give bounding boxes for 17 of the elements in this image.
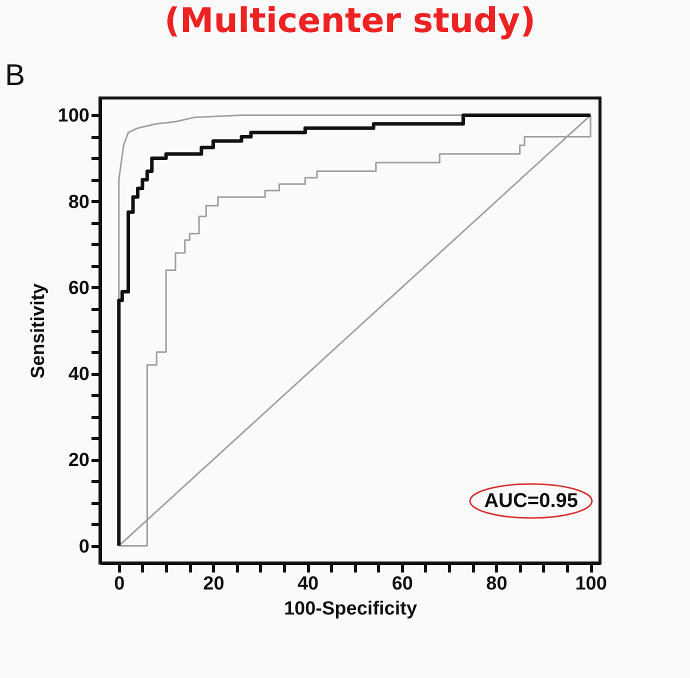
text: B — [5, 59, 26, 92]
y-tick-label: 80 — [68, 192, 90, 213]
annotation: AUC=0.95 — [484, 490, 578, 512]
x-tick-label: 80 — [486, 574, 508, 594]
x-axis-title: 100-Specificity — [284, 598, 418, 620]
y-tick-label: 60 — [68, 278, 90, 299]
x-tick-label: 60 — [392, 574, 413, 594]
y-tick-label: 100 — [58, 106, 90, 127]
y-tick-label: 40 — [68, 364, 90, 386]
chart-title: (Multicenter study) — [164, 1, 536, 41]
y-tick-label: 0 — [78, 536, 90, 558]
x-tick-label: 0 — [114, 574, 125, 594]
x-tick-label: 40 — [297, 574, 319, 594]
y-tick-label: 20 — [68, 450, 90, 472]
x-tick-label: 20 — [203, 574, 224, 594]
y-axis-title: Sensitivity — [28, 283, 49, 379]
x-tick-label: 100 — [575, 574, 607, 594]
